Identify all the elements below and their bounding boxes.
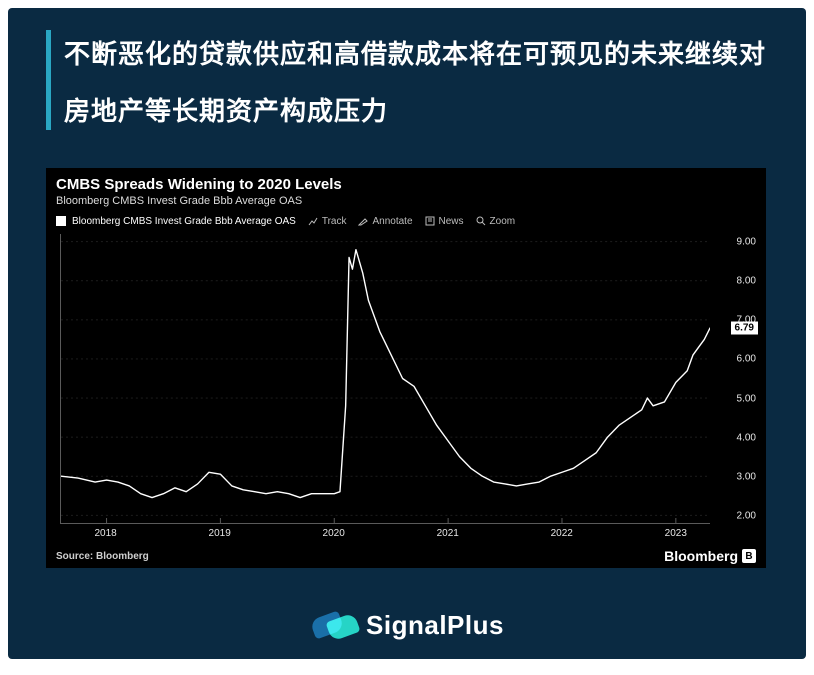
bloomberg-b-icon: B	[742, 549, 756, 563]
x-tick-label: 2018	[94, 528, 116, 539]
y-tick-label: 5.00	[737, 393, 756, 404]
x-tick-label: 2020	[323, 528, 345, 539]
chart-x-axis: 2018 2019 2020 2021 2022 2023	[60, 528, 710, 548]
chart-source-label: Source: Bloomberg	[56, 551, 149, 562]
tool-track[interactable]: Track	[308, 216, 347, 227]
slide-card: 不断恶化的贷款供应和高借款成本将在可预见的未来继续对房地产等长期资产构成压力 C…	[8, 8, 806, 659]
legend-label: Bloomberg CMBS Invest Grade Bbb Average …	[72, 216, 296, 227]
y-tick-label: 9.00	[737, 236, 756, 247]
last-value-badge: 6.79	[731, 322, 758, 335]
legend-swatch	[56, 216, 66, 226]
y-tick-label: 8.00	[737, 276, 756, 287]
chart-y-axis: 2.003.004.005.006.007.008.009.006.79	[716, 234, 756, 524]
x-tick-label: 2022	[551, 528, 573, 539]
headline-accent-bar	[46, 30, 51, 130]
chart-plot-area	[60, 234, 710, 524]
tool-zoom[interactable]: Zoom	[476, 216, 516, 227]
tool-track-label: Track	[322, 216, 347, 227]
tool-annotate-label: Annotate	[372, 216, 412, 227]
annotate-icon	[358, 216, 368, 226]
chart-panel: CMBS Spreads Widening to 2020 Levels Blo…	[46, 168, 766, 568]
y-tick-label: 4.00	[737, 432, 756, 443]
footer-logo: SignalPlus	[310, 609, 504, 641]
signalplus-mark-icon	[310, 609, 358, 641]
tool-zoom-label: Zoom	[490, 216, 516, 227]
track-icon	[308, 216, 318, 226]
x-tick-label: 2023	[665, 528, 687, 539]
chart-subtitle: Bloomberg CMBS Invest Grade Bbb Average …	[46, 193, 766, 207]
bloomberg-brand-label: Bloomberg	[664, 548, 738, 564]
y-tick-label: 6.00	[737, 354, 756, 365]
tool-news[interactable]: News	[425, 216, 464, 227]
chart-legend-entry: Bloomberg CMBS Invest Grade Bbb Average …	[56, 216, 296, 227]
y-tick-label: 3.00	[737, 471, 756, 482]
headline-wrap: 不断恶化的贷款供应和高借款成本将在可预见的未来继续对房地产等长期资产构成压力	[46, 26, 776, 140]
zoom-icon	[476, 216, 486, 226]
x-tick-label: 2021	[437, 528, 459, 539]
bloomberg-brand: Bloomberg B	[664, 548, 756, 564]
headline-text: 不断恶化的贷款供应和高借款成本将在可预见的未来继续对房地产等长期资产构成压力	[46, 26, 776, 140]
chart-toolbar: Bloomberg CMBS Invest Grade Bbb Average …	[56, 212, 756, 230]
y-tick-label: 2.00	[737, 511, 756, 522]
signalplus-wordmark: SignalPlus	[366, 610, 504, 641]
chart-title: CMBS Spreads Widening to 2020 Levels	[46, 168, 766, 193]
news-icon	[425, 216, 435, 226]
chart-line-svg	[61, 234, 710, 523]
tool-annotate[interactable]: Annotate	[358, 216, 412, 227]
x-tick-label: 2019	[209, 528, 231, 539]
tool-news-label: News	[439, 216, 464, 227]
